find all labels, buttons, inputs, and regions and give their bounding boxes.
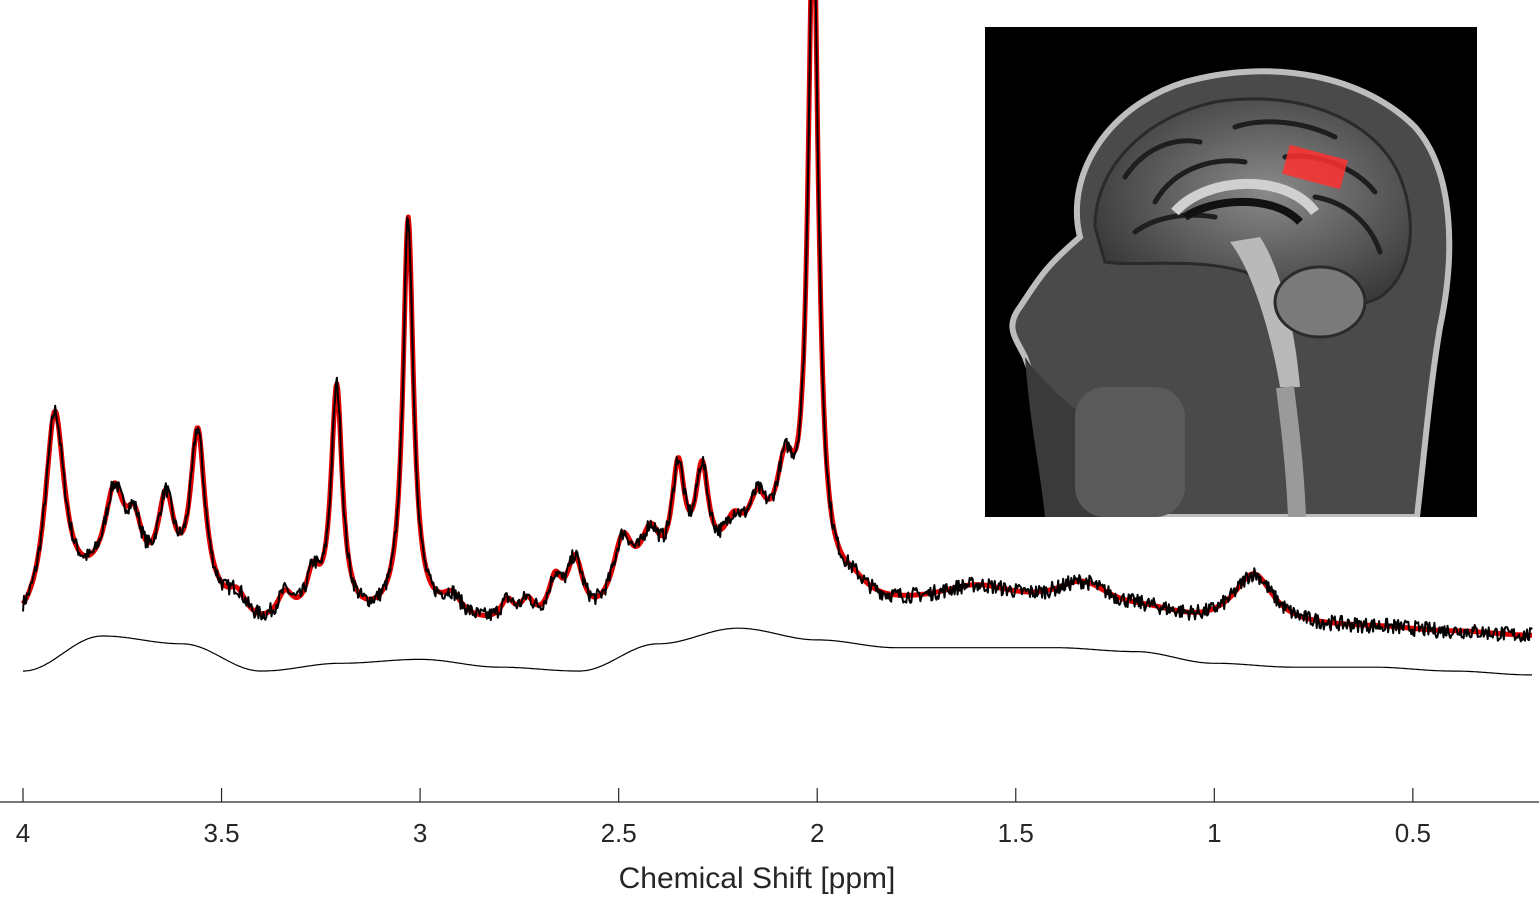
x-tick-label: 0.5 xyxy=(1395,818,1431,848)
sagittal-mri-brain-with-red-voxel-icon xyxy=(985,27,1477,520)
x-tick-label: 4 xyxy=(16,818,30,848)
x-tick-label: 2 xyxy=(810,818,824,848)
series-baseline-line xyxy=(22,627,1532,676)
mri-inset-image xyxy=(985,27,1477,520)
x-tick-label: 1 xyxy=(1207,818,1221,848)
x-tick-label: 2.5 xyxy=(601,818,637,848)
x-tick-label: 3.5 xyxy=(203,818,239,848)
x-tick-label: 3 xyxy=(413,818,427,848)
series-measured-line xyxy=(22,0,1533,643)
x-tick-label: 1.5 xyxy=(998,818,1034,848)
x-axis-title: Chemical Shift [ppm] xyxy=(619,862,896,895)
